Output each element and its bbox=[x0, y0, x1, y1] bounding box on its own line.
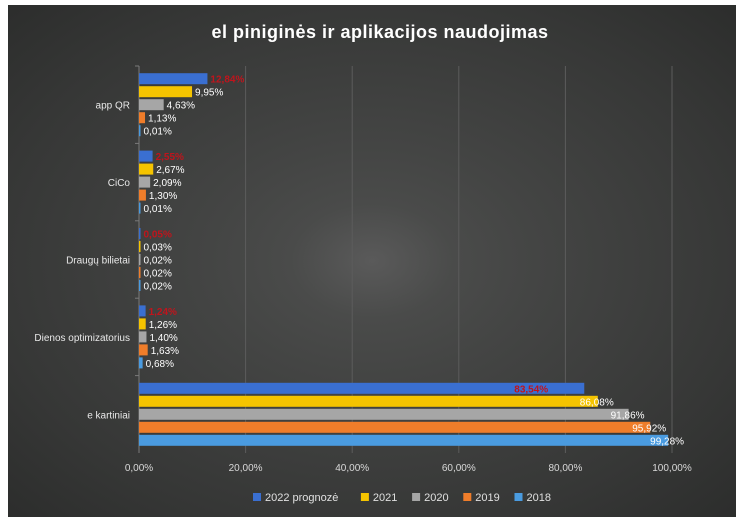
legend-label: 2018 bbox=[527, 492, 551, 504]
x-tick-label: 40,00% bbox=[335, 463, 369, 474]
legend-swatch bbox=[463, 493, 472, 501]
bar bbox=[139, 382, 585, 394]
bar bbox=[139, 305, 146, 317]
data-label: 0,68% bbox=[146, 359, 174, 370]
data-label: 1,63% bbox=[151, 346, 179, 357]
bar bbox=[139, 228, 141, 239]
bar bbox=[139, 267, 141, 278]
data-label: 0,03% bbox=[144, 243, 172, 254]
bar bbox=[139, 395, 598, 407]
category-label: CiCo bbox=[108, 178, 131, 189]
data-label: 0,01% bbox=[144, 127, 172, 138]
category-label: Dienos optimizatorius bbox=[34, 333, 130, 344]
data-label: 86,08% bbox=[580, 397, 614, 408]
data-label: 0,01% bbox=[144, 204, 172, 215]
legend-swatch bbox=[360, 493, 369, 501]
bar bbox=[139, 280, 141, 291]
legend-label: 2020 bbox=[424, 492, 448, 504]
bar bbox=[139, 112, 146, 124]
x-tick-label: 20,00% bbox=[229, 463, 263, 474]
data-label: 2,55% bbox=[156, 152, 184, 163]
bar bbox=[139, 189, 146, 201]
category-label: Draugų bilietai bbox=[66, 256, 130, 267]
legend-label: 2021 bbox=[373, 492, 397, 504]
bar bbox=[139, 241, 141, 252]
bar bbox=[139, 434, 669, 446]
data-label: 1,26% bbox=[149, 320, 177, 331]
category-label: e kartiniai bbox=[87, 410, 130, 421]
data-label: 0,02% bbox=[144, 282, 172, 293]
data-label: 12,84% bbox=[210, 75, 244, 86]
bar bbox=[139, 202, 141, 214]
data-label: 9,95% bbox=[195, 88, 223, 99]
x-tick-label: 0,00% bbox=[125, 463, 153, 474]
data-label: 1,30% bbox=[149, 191, 177, 202]
bar bbox=[139, 125, 141, 137]
data-label: 2,09% bbox=[153, 178, 181, 189]
bar bbox=[139, 86, 193, 98]
data-label: 1,13% bbox=[148, 114, 176, 125]
bar bbox=[139, 73, 208, 85]
bar bbox=[139, 331, 147, 343]
data-label: 4,63% bbox=[167, 101, 195, 112]
x-tick-label: 80,00% bbox=[548, 463, 582, 474]
data-label: 0,02% bbox=[144, 256, 172, 267]
data-label: 95,92% bbox=[632, 423, 666, 434]
bar bbox=[139, 357, 143, 369]
x-tick-label: 60,00% bbox=[442, 463, 476, 474]
legend-swatch bbox=[514, 493, 523, 501]
bar bbox=[139, 99, 164, 111]
legend-swatch bbox=[412, 493, 421, 501]
bar bbox=[139, 421, 651, 433]
category-label: app QR bbox=[96, 101, 130, 112]
legend-label: 2022 prognozė bbox=[265, 492, 338, 504]
bar bbox=[139, 150, 153, 162]
legend-label: 2019 bbox=[475, 492, 499, 504]
bar bbox=[139, 318, 146, 330]
bar bbox=[139, 254, 141, 265]
data-label: 0,05% bbox=[144, 230, 172, 241]
bar bbox=[139, 176, 151, 188]
bar bbox=[139, 163, 154, 175]
legend-swatch bbox=[253, 493, 261, 501]
data-label: 2,67% bbox=[156, 165, 184, 176]
data-label: 91,86% bbox=[611, 410, 645, 421]
data-label: 0,02% bbox=[144, 269, 172, 280]
data-label: 83,54% bbox=[514, 384, 548, 395]
bar bbox=[139, 408, 629, 420]
chart-title: el piniginės ir aplikacijos naudojimas bbox=[211, 22, 548, 42]
bar bbox=[139, 344, 148, 356]
data-label: 99,28% bbox=[650, 436, 684, 447]
data-label: 1,40% bbox=[149, 333, 177, 344]
x-tick-label: 100,00% bbox=[652, 463, 692, 474]
data-label: 1,24% bbox=[149, 307, 177, 318]
